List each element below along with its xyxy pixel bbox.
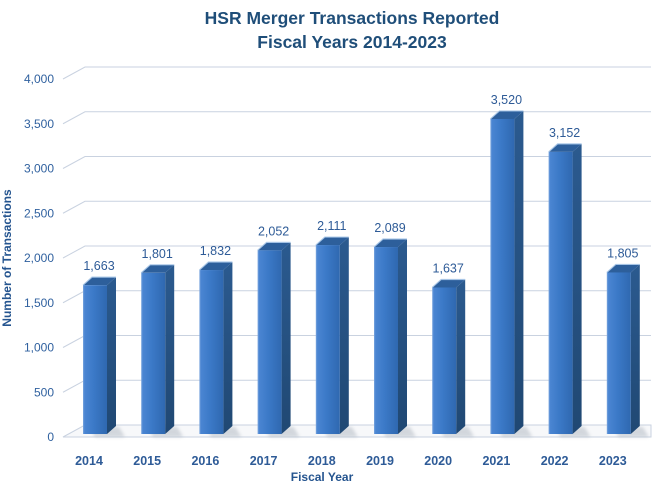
- bar-top-face: [490, 110, 524, 119]
- gridline: [62, 66, 651, 80]
- bar-value-label: 3,152: [549, 126, 580, 140]
- bar-2018: [315, 236, 358, 437]
- bar-value-label: 1,637: [433, 261, 464, 275]
- x-axis-category-label: 2016: [191, 454, 219, 468]
- bar-front-face: [490, 118, 515, 435]
- bar-2019: [373, 238, 416, 437]
- bar-top-face: [83, 277, 116, 286]
- bar-front-face: [141, 272, 166, 434]
- bar-top-face: [432, 279, 466, 288]
- bar-2015: [140, 264, 184, 437]
- gridline: [62, 245, 651, 259]
- x-axis-category-label: 2021: [482, 454, 510, 468]
- bar-top-highlight: [606, 263, 640, 273]
- bar-top-highlight: [373, 238, 407, 248]
- bar-side-face: [398, 239, 407, 434]
- y-axis-tick-label: 2,000: [24, 251, 54, 265]
- bar-top-face: [199, 262, 233, 271]
- bar-top-highlight: [431, 278, 466, 288]
- bar-top-highlight: [548, 143, 582, 153]
- bar-top-face: [141, 264, 175, 273]
- bar-front-face: [315, 245, 340, 434]
- labels-layer: 1,663 2014 1,801 2015 1,832 2016 2,052 2017 2,11…: [75, 93, 638, 468]
- bar-2021: [490, 110, 533, 437]
- y-axis-tick-label: 4,000: [24, 72, 54, 86]
- x-axis-category-label: 2023: [599, 454, 627, 468]
- x-axis-category-label: 2022: [541, 454, 569, 468]
- bar-side-face: [339, 237, 349, 434]
- bar-front-face: [548, 151, 573, 434]
- x-axis-category-label: 2015: [133, 454, 161, 468]
- bar-side-face: [107, 277, 116, 434]
- bars-layer: [82, 110, 649, 437]
- bar-side-face: [572, 143, 582, 434]
- bar-front-face: [257, 250, 282, 434]
- bar-value-label: 1,805: [607, 246, 638, 260]
- bar-top-highlight: [82, 276, 116, 286]
- y-axis-tick-label: 0: [47, 430, 54, 444]
- bar-side-face: [456, 279, 466, 434]
- bar-top-face: [606, 264, 640, 273]
- bar-2017: [257, 241, 300, 437]
- y-axis-title: Number of Transactions: [0, 189, 14, 327]
- gridline: [62, 200, 651, 214]
- y-axis-tick-label: 1,500: [24, 296, 54, 310]
- bar-2022: [548, 143, 591, 437]
- y-axis-tick-label: 2,500: [24, 206, 54, 220]
- bar-top-highlight: [257, 241, 291, 251]
- x-axis-category-label: 2020: [424, 454, 452, 468]
- bar-2023: [606, 263, 649, 437]
- bar-value-label: 2,089: [374, 221, 405, 235]
- gridline: [62, 111, 651, 125]
- x-axis-category-label: 2014: [75, 454, 103, 468]
- y-axis-tick-label: 1,000: [24, 341, 54, 355]
- bar-value-label: 1,832: [200, 244, 231, 258]
- bar-value-label: 3,520: [491, 93, 522, 107]
- bar-side-face: [223, 262, 233, 434]
- bar-value-label: 2,052: [258, 224, 289, 238]
- y-axis-tick-label: 3,500: [24, 117, 54, 131]
- bar-side-face: [630, 264, 640, 434]
- bar-2014: [82, 276, 125, 437]
- bar-top-highlight: [199, 261, 233, 271]
- bar-top-highlight: [140, 264, 175, 274]
- chart-title-line1: HSR Merger Transactions Reported: [205, 8, 500, 28]
- bar-side-face: [514, 110, 524, 435]
- x-axis-category-label: 2018: [308, 454, 336, 468]
- bar-2016: [199, 261, 242, 437]
- x-axis-title: Fiscal Year: [291, 470, 354, 484]
- x-axis-category-label: 2019: [366, 454, 394, 468]
- bar-2020: [431, 278, 475, 437]
- bar-value-label: 1,801: [142, 247, 173, 261]
- bar-side-face: [281, 242, 291, 434]
- bar-value-label: 1,663: [83, 259, 114, 273]
- bar-side-face: [165, 264, 175, 434]
- bar-value-label: 2,111: [317, 219, 346, 233]
- bar-front-face: [374, 247, 398, 434]
- chart-title-line2: Fiscal Years 2014-2023: [257, 32, 447, 52]
- bar-front-face: [199, 270, 224, 434]
- bar-front-face: [606, 272, 631, 434]
- bar-top-face: [374, 239, 407, 248]
- bar-top-highlight: [315, 236, 349, 246]
- bar-front-face: [432, 287, 457, 434]
- bar-top-face: [315, 237, 349, 246]
- bar-front-face: [83, 285, 107, 434]
- bar-top-highlight: [490, 110, 524, 120]
- y-axis-tick-label: 500: [34, 385, 54, 399]
- y-axis-tick-label: 3,000: [24, 162, 54, 176]
- bar-top-face: [257, 242, 291, 251]
- bar-top-face: [548, 143, 582, 152]
- gridline: [62, 156, 651, 169]
- x-axis-category-label: 2017: [250, 454, 278, 468]
